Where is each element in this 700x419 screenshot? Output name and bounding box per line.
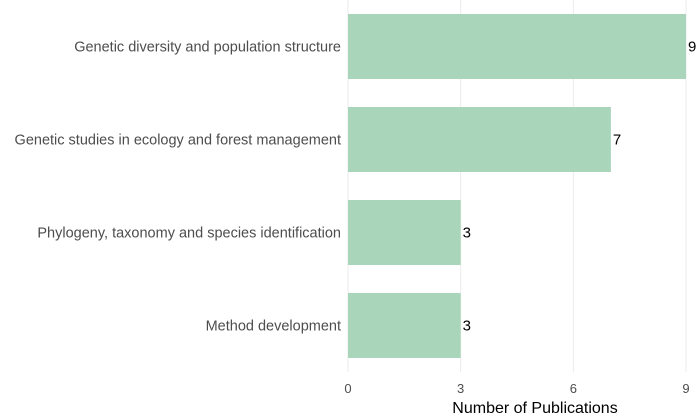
category-label: Genetic studies in ecology and forest ma… — [15, 133, 341, 149]
x-axis-title: Number of Publications — [452, 400, 617, 417]
bar — [348, 14, 686, 79]
data-label: 7 — [613, 132, 621, 149]
category-label: Genetic diversity and population structu… — [74, 40, 341, 56]
x-axis-ticks: 0 3 6 9 — [344, 381, 689, 396]
bars — [348, 14, 686, 358]
data-label: 3 — [463, 225, 471, 242]
x-tick-label: 0 — [344, 381, 351, 396]
bar — [348, 107, 611, 172]
data-labels: 9 7 3 3 — [463, 39, 697, 335]
category-labels: Genetic diversity and population structu… — [15, 40, 341, 335]
x-tick-label: 6 — [570, 381, 577, 396]
bar — [348, 200, 461, 265]
category-label: Phylogeny, taxonomy and species identifi… — [37, 226, 341, 242]
x-tick-label: 9 — [682, 381, 689, 396]
data-label: 9 — [688, 39, 696, 56]
bar — [348, 293, 461, 358]
x-tick-label: 3 — [457, 381, 464, 396]
category-label: Method development — [206, 319, 341, 335]
data-label: 3 — [463, 318, 471, 335]
